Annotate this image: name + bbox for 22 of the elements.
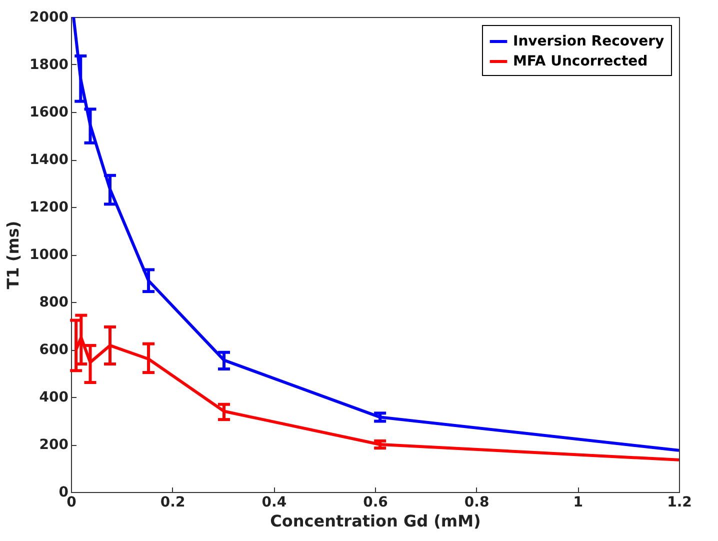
y-tick-label: 1800 [30, 57, 69, 73]
x-axis-title: Concentration Gd (mM) [270, 512, 481, 530]
y-tick-label: 400 [39, 390, 69, 406]
y-tick-label: 200 [39, 437, 69, 453]
legend-label: MFA Uncorrected [513, 54, 648, 70]
y-tick-label: 600 [39, 342, 69, 358]
x-tick-label: 0.8 [464, 494, 490, 510]
y-tick-label: 0 [58, 484, 69, 500]
y-tick-label: 2000 [30, 10, 69, 26]
line-series [72, 17, 679, 452]
y-tick-label: 1400 [30, 152, 69, 168]
y-tick-label: 1200 [30, 200, 69, 216]
x-tick-label: 0.2 [160, 494, 186, 510]
x-tick-label: 0.4 [262, 494, 287, 510]
y-tick-label: 1000 [30, 247, 69, 263]
y-axis-title: T1 (ms) [4, 220, 23, 290]
legend-label: Inversion Recovery [513, 34, 664, 50]
x-tick-label: 1.2 [667, 494, 692, 510]
x-tick-label: 0.6 [363, 494, 388, 510]
x-tick-label: 1 [573, 494, 584, 510]
y-tick-label: 800 [39, 294, 69, 310]
y-tick-label: 1600 [30, 104, 69, 120]
